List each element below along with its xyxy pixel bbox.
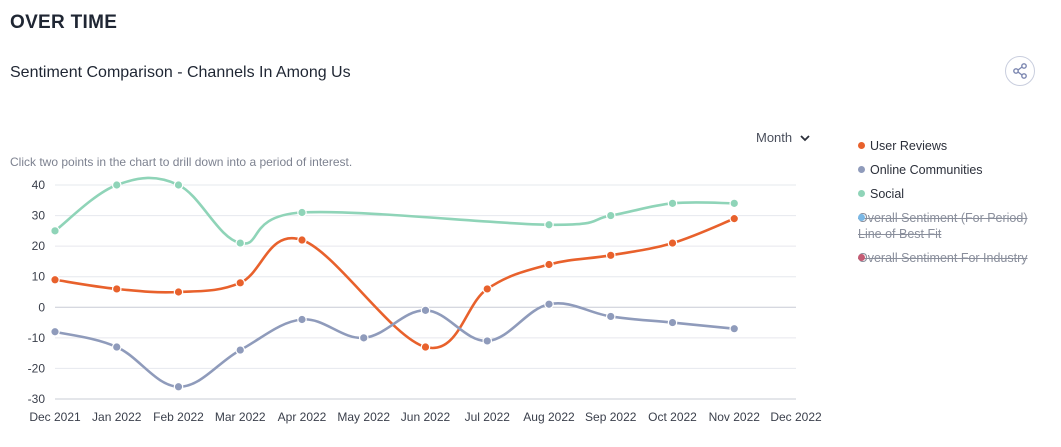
data-point-online-communities [111,342,122,352]
data-point-online-communities [420,305,431,316]
x-tick-label: Nov 2022 [709,410,761,424]
data-point-user-reviews [667,238,678,248]
share-icon [1013,63,1027,79]
x-tick-label: Jul 2022 [465,410,511,424]
data-point-online-communities [482,336,493,346]
data-point-user-reviews [235,278,246,288]
data-point-online-communities [544,299,554,310]
x-tick-label: Dec 2021 [29,410,81,424]
period-select-label: Month [756,130,793,145]
y-tick-label: 0 [38,300,45,314]
data-point-user-reviews [729,213,740,224]
y-tick-label: 10 [32,270,46,284]
data-point-social [50,226,60,236]
legend-item-industry[interactable]: Overall Sentiment For Industry [858,250,1048,266]
y-tick-label: -20 [28,361,46,375]
data-point-social [111,180,122,190]
share-button[interactable] [1005,56,1035,86]
data-point-social [729,198,740,209]
legend-swatch [858,190,865,197]
data-point-online-communities [605,311,616,322]
x-tick-label: Aug 2022 [523,410,575,424]
legend-label: User Reviews [870,139,948,153]
data-point-user-reviews [50,274,60,285]
legend-item-best-fit[interactable]: Overall Sentiment (For Period) Line of B… [858,210,1048,242]
data-point-social [297,207,307,218]
data-point-online-communities [358,333,369,343]
data-point-social [173,180,184,190]
data-point-online-communities [173,381,184,392]
chevron-down-icon [800,134,810,141]
series-line-user-reviews [53,217,736,350]
y-tick-label: -10 [28,331,46,345]
data-point-social [667,198,678,209]
data-point-online-communities [50,326,60,337]
data-point-user-reviews [111,284,122,294]
y-tick-label: 40 [32,178,46,192]
data-point-social [544,219,554,230]
legend-item-online-communities[interactable]: Online Communities [858,162,1048,178]
x-tick-label: Feb 2022 [153,410,204,424]
data-point-user-reviews [173,287,184,297]
x-tick-label: Oct 2022 [648,410,697,424]
y-tick-label: 30 [32,209,46,223]
legend-swatch [858,214,865,221]
legend-swatch [858,142,865,149]
data-point-user-reviews [420,342,431,352]
series-line-online-communities [53,302,736,389]
x-tick-label: May 2022 [337,410,390,424]
chart-title: Sentiment Comparison - Channels In Among… [10,64,351,81]
y-tick-label: 20 [32,239,46,253]
data-point-social [235,238,246,248]
data-point-online-communities [729,323,740,334]
legend-label: Overall Sentiment (For Period) Line of B… [858,211,1028,241]
legend-swatch [858,166,865,173]
x-tick-label: Jun 2022 [401,410,451,424]
data-point-online-communities [235,345,246,355]
x-tick-label: Apr 2022 [278,410,327,424]
x-tick-label: Sep 2022 [585,410,637,424]
series-line-social [53,176,736,245]
data-point-user-reviews [544,259,554,270]
sentiment-line-chart[interactable]: 40 30 20 10 0 -10 -20 -30 Dec 2021 Jan 2022 Feb 20… [0,175,840,447]
legend-label: Online Communities [870,163,983,177]
y-tick-label: -30 [28,392,46,406]
data-point-user-reviews [297,235,307,245]
data-point-online-communities [297,314,307,325]
legend-label: Social [870,187,905,201]
data-point-user-reviews [482,284,493,294]
period-select[interactable]: Month [756,130,810,145]
x-tick-label: Jan 2022 [92,410,142,424]
x-tick-label: Dec 2022 [770,410,822,424]
section-title: OVER TIME [10,12,118,33]
legend-label: Overall Sentiment For Industry [858,251,1028,265]
drilldown-hint: Click two points in the chart to drill d… [10,155,353,169]
data-point-user-reviews [605,250,616,261]
chart-legend: User Reviews Online Communities Social O… [858,138,1048,274]
legend-swatch [858,254,865,261]
data-point-online-communities [667,317,678,328]
legend-item-social[interactable]: Social [858,186,1048,202]
data-point-social [605,210,616,221]
legend-item-user-reviews[interactable]: User Reviews [858,138,1048,154]
x-tick-label: Mar 2022 [215,410,266,424]
